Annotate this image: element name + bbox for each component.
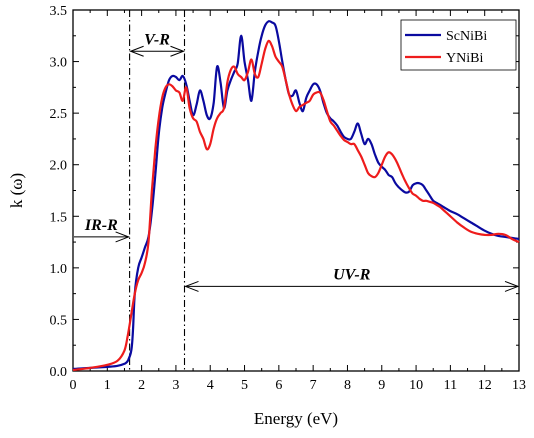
x-axis-title: Energy (eV) <box>254 409 338 428</box>
x-tick-label: 12 <box>478 378 492 393</box>
arrow-head <box>170 45 185 57</box>
series-line-scnibi <box>72 20 520 370</box>
x-tick-label: 8 <box>344 378 351 393</box>
arrow-head <box>129 45 144 57</box>
x-tick-label: 13 <box>512 378 526 393</box>
arrow-head <box>504 280 520 292</box>
x-tick-label: 9 <box>378 378 385 393</box>
region-markers: IR-R V-R UV-R <box>74 10 520 371</box>
x-tick-label: 5 <box>241 378 248 393</box>
y-axis-title: k (ω) <box>7 173 26 208</box>
y-tick-label: 3.5 <box>50 4 68 19</box>
x-tick-label: 3 <box>172 378 179 393</box>
region-label: V-R <box>144 31 170 48</box>
y-tick-label: 1.5 <box>50 210 68 225</box>
x-tick-label: 4 <box>207 378 214 393</box>
y-tick-label: 1.0 <box>50 262 68 277</box>
region-label: IR-R <box>84 217 118 234</box>
series-line-ynibi <box>72 39 520 372</box>
y-tick-label: 2.0 <box>50 159 68 174</box>
series-lines <box>72 20 520 372</box>
legend: ScNiBi YNiBi <box>400 19 517 71</box>
legend-box <box>400 19 517 71</box>
x-tick-label: 0 <box>70 378 77 393</box>
y-tick-label: 2.5 <box>50 107 68 122</box>
x-tick-label: 2 <box>138 378 145 393</box>
y-tick-label: 0.5 <box>50 313 68 328</box>
y-tick-label: 3.0 <box>50 56 68 71</box>
arrow-head <box>115 231 131 243</box>
legend-label-ynibi: YNiBi <box>446 51 483 66</box>
x-tick-label: 1 <box>104 378 111 393</box>
ticks: 0 1 2 3 4 5 6 7 8 9 10 11 12 130.00.51.01.52.02.53.03… <box>50 4 527 393</box>
x-tick-label: 6 <box>275 378 282 393</box>
y-tick-label: 0.0 <box>50 365 68 380</box>
x-tick-label: 7 <box>310 378 317 393</box>
arrow-head <box>184 280 199 292</box>
region-label: UV-R <box>333 266 371 283</box>
x-tick-label: 10 <box>409 378 423 393</box>
x-tick-label: 11 <box>444 378 457 393</box>
legend-label-scnibi: ScNiBi <box>446 29 487 44</box>
